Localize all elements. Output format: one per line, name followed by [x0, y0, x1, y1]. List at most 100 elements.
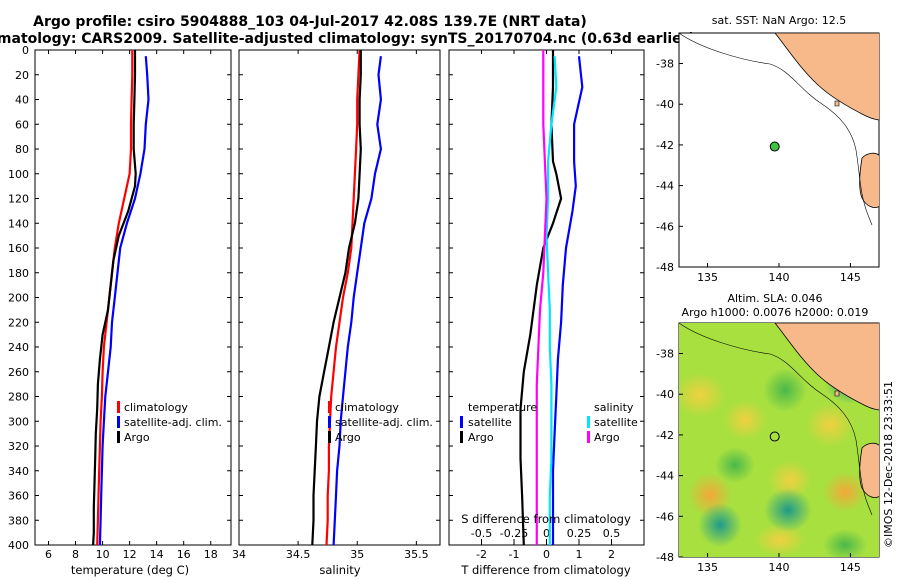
- sla-map-title-1: Altim. SLA: 0.046: [727, 292, 822, 305]
- figure-title-line1: Argo profile: csiro 5904888_103 04-Jul-2…: [33, 14, 587, 30]
- temperature-x-tick-label: 18: [204, 548, 218, 561]
- sla-map-y-tick-label: -40: [656, 388, 674, 401]
- s-difference-tick-label: -0.5: [471, 527, 492, 540]
- difference-x-tick-label: 1: [576, 548, 583, 561]
- imos-credit: ©IMOS 12-Dec-2018 23:33:51: [882, 381, 895, 548]
- sla-map-y-tick-label: -46: [656, 510, 674, 523]
- depth-tick-label: 300: [8, 415, 29, 428]
- sst-map-y-tick-label: -40: [656, 98, 674, 111]
- temperature-x-tick-label: 8: [72, 548, 79, 561]
- land-tasmania: [859, 152, 879, 208]
- sla-anomaly: [764, 488, 812, 532]
- s-difference-tick-label: -0.25: [500, 527, 528, 540]
- depth-contour: [679, 323, 873, 516]
- temperature-legend: climatology satellite-adj. clim. Argo: [117, 401, 222, 444]
- sst-map-y-tick-label: -42: [656, 139, 674, 152]
- sst-map-x-tick-label: 135: [697, 271, 718, 284]
- sla-anomaly: [723, 400, 767, 440]
- depth-axis: 0 20 40 60 80 100 120 140 160 180 200 220 240 260 280 3…: [8, 44, 644, 552]
- depth-tick-label: 280: [8, 391, 29, 404]
- legend-swatch-argo: [328, 431, 331, 443]
- land-australia: [774, 33, 879, 121]
- legend-swatch-argo: [117, 431, 120, 443]
- depth-tick-label: 360: [8, 490, 29, 503]
- sla-anomaly: [823, 472, 867, 512]
- salinity-series-argo: [311, 50, 362, 545]
- sla-map-y-tick-label: -38: [656, 348, 674, 361]
- depth-tick-label: 320: [8, 440, 29, 453]
- s-difference-tick-label: 0: [543, 527, 550, 540]
- legend-title-temperature: temperature: [468, 401, 537, 414]
- salinity-x-tick-label: 34: [232, 548, 246, 561]
- difference-plot-frame: [448, 49, 645, 546]
- difference-legend: temperature satellite Argo salinity sate…: [460, 401, 638, 444]
- salinity-series-climatology: [325, 50, 361, 545]
- legend-label-t-argo: Argo: [468, 431, 494, 444]
- sla-map-argo-location: [769, 431, 780, 442]
- temperature-x-axis: 6 8 10 12 14 16 18: [45, 50, 218, 561]
- sla-anomaly: [698, 503, 742, 547]
- temperature-x-tick-label: 16: [177, 548, 191, 561]
- legend-swatch-climatology: [117, 401, 120, 413]
- depth-tick-label: 200: [8, 292, 29, 305]
- sla-map-x-tick-label: 145: [840, 561, 861, 574]
- salinity-series-satellite-adj-clim-: [332, 56, 382, 545]
- sst-map-y-tick-label: -48: [656, 261, 674, 274]
- land-island: [834, 390, 840, 397]
- legend-label-s-argo: Argo: [594, 431, 620, 444]
- legend-swatch-climatology: [328, 401, 331, 413]
- temperature-axis-label: temperature (deg C): [71, 563, 189, 577]
- sla-map-axes: 135 140 145 -38 -40 -42 -44 -46 -48: [656, 348, 861, 574]
- sla-map-x-tick-label: 135: [697, 561, 718, 574]
- land-tasmania: [859, 442, 879, 498]
- depth-tick-label: 260: [8, 366, 29, 379]
- legend-label-s-satellite: satellite: [594, 416, 638, 429]
- legend-label-t-satellite: satellite: [468, 416, 512, 429]
- depth-tick-label: 0: [22, 44, 29, 57]
- difference-series-satellite-salinity-: [545, 56, 558, 545]
- salinity-axis-label: salinity: [319, 563, 360, 577]
- salinity-x-tick-label: 35: [350, 548, 364, 561]
- sla-map-content: [679, 323, 879, 557]
- salinity-x-tick-label: 35.5: [404, 548, 429, 561]
- salinity-legend: climatology satellite-adj. clim. Argo: [328, 401, 433, 444]
- temperature-series: [92, 50, 150, 545]
- land-island: [834, 100, 840, 107]
- sst-map-title: sat. SST: NaN Argo: 12.5: [712, 14, 846, 27]
- legend-label-satellite-adj: satellite-adj. clim.: [335, 416, 433, 429]
- temperature-series-argo: [92, 50, 137, 545]
- difference-series: [519, 50, 584, 545]
- depth-tick-label: 20: [15, 69, 29, 82]
- depth-tick-label: 340: [8, 465, 29, 478]
- salinity-x-axis: 34 34.5 35 35.5: [232, 50, 429, 561]
- sst-map-y-tick-label: -44: [656, 180, 674, 193]
- sla-anomaly: [679, 373, 726, 417]
- depth-tick-label: 220: [8, 316, 29, 329]
- difference-x-tick-label: -2: [476, 548, 487, 561]
- legend-label-argo: Argo: [335, 431, 361, 444]
- sst-map-content: [679, 33, 879, 226]
- depth-tick-label: 120: [8, 193, 29, 206]
- sst-map-axes: 135 140 145 -38 -40 -42 -44 -46 -48: [656, 58, 861, 284]
- sst-map-argo-location: [769, 141, 780, 152]
- temperature-x-tick-label: 12: [123, 548, 137, 561]
- difference-x-tick-label: 0: [543, 548, 550, 561]
- temperature-x-tick-label: 6: [45, 548, 52, 561]
- legend-swatch-t-satellite: [460, 416, 463, 428]
- sla-anomaly: [806, 403, 854, 447]
- sla-anomaly: [823, 529, 867, 557]
- difference-series-argo-salinity-: [535, 50, 548, 545]
- s-difference-tick-label: 0.5: [603, 527, 621, 540]
- temperature-x-tick-label: 14: [150, 548, 164, 561]
- temperature-x-tick-label: 10: [96, 548, 110, 561]
- legend-swatch-s-satellite: [587, 416, 590, 428]
- sla-map-title-2: Argo h1000: 0.0076 h2000: 0.019: [682, 306, 869, 319]
- temperature-series-satellite-adj-clim-: [98, 56, 150, 545]
- salinity-x-tick-label: 34.5: [286, 548, 311, 561]
- sst-map-x-tick-label: 145: [840, 271, 861, 284]
- depth-tick-label: 40: [15, 94, 29, 107]
- depth-tick-label: 140: [8, 217, 29, 230]
- s-difference-tick-label: 0.25: [567, 527, 592, 540]
- sla-anomaly: [763, 368, 807, 412]
